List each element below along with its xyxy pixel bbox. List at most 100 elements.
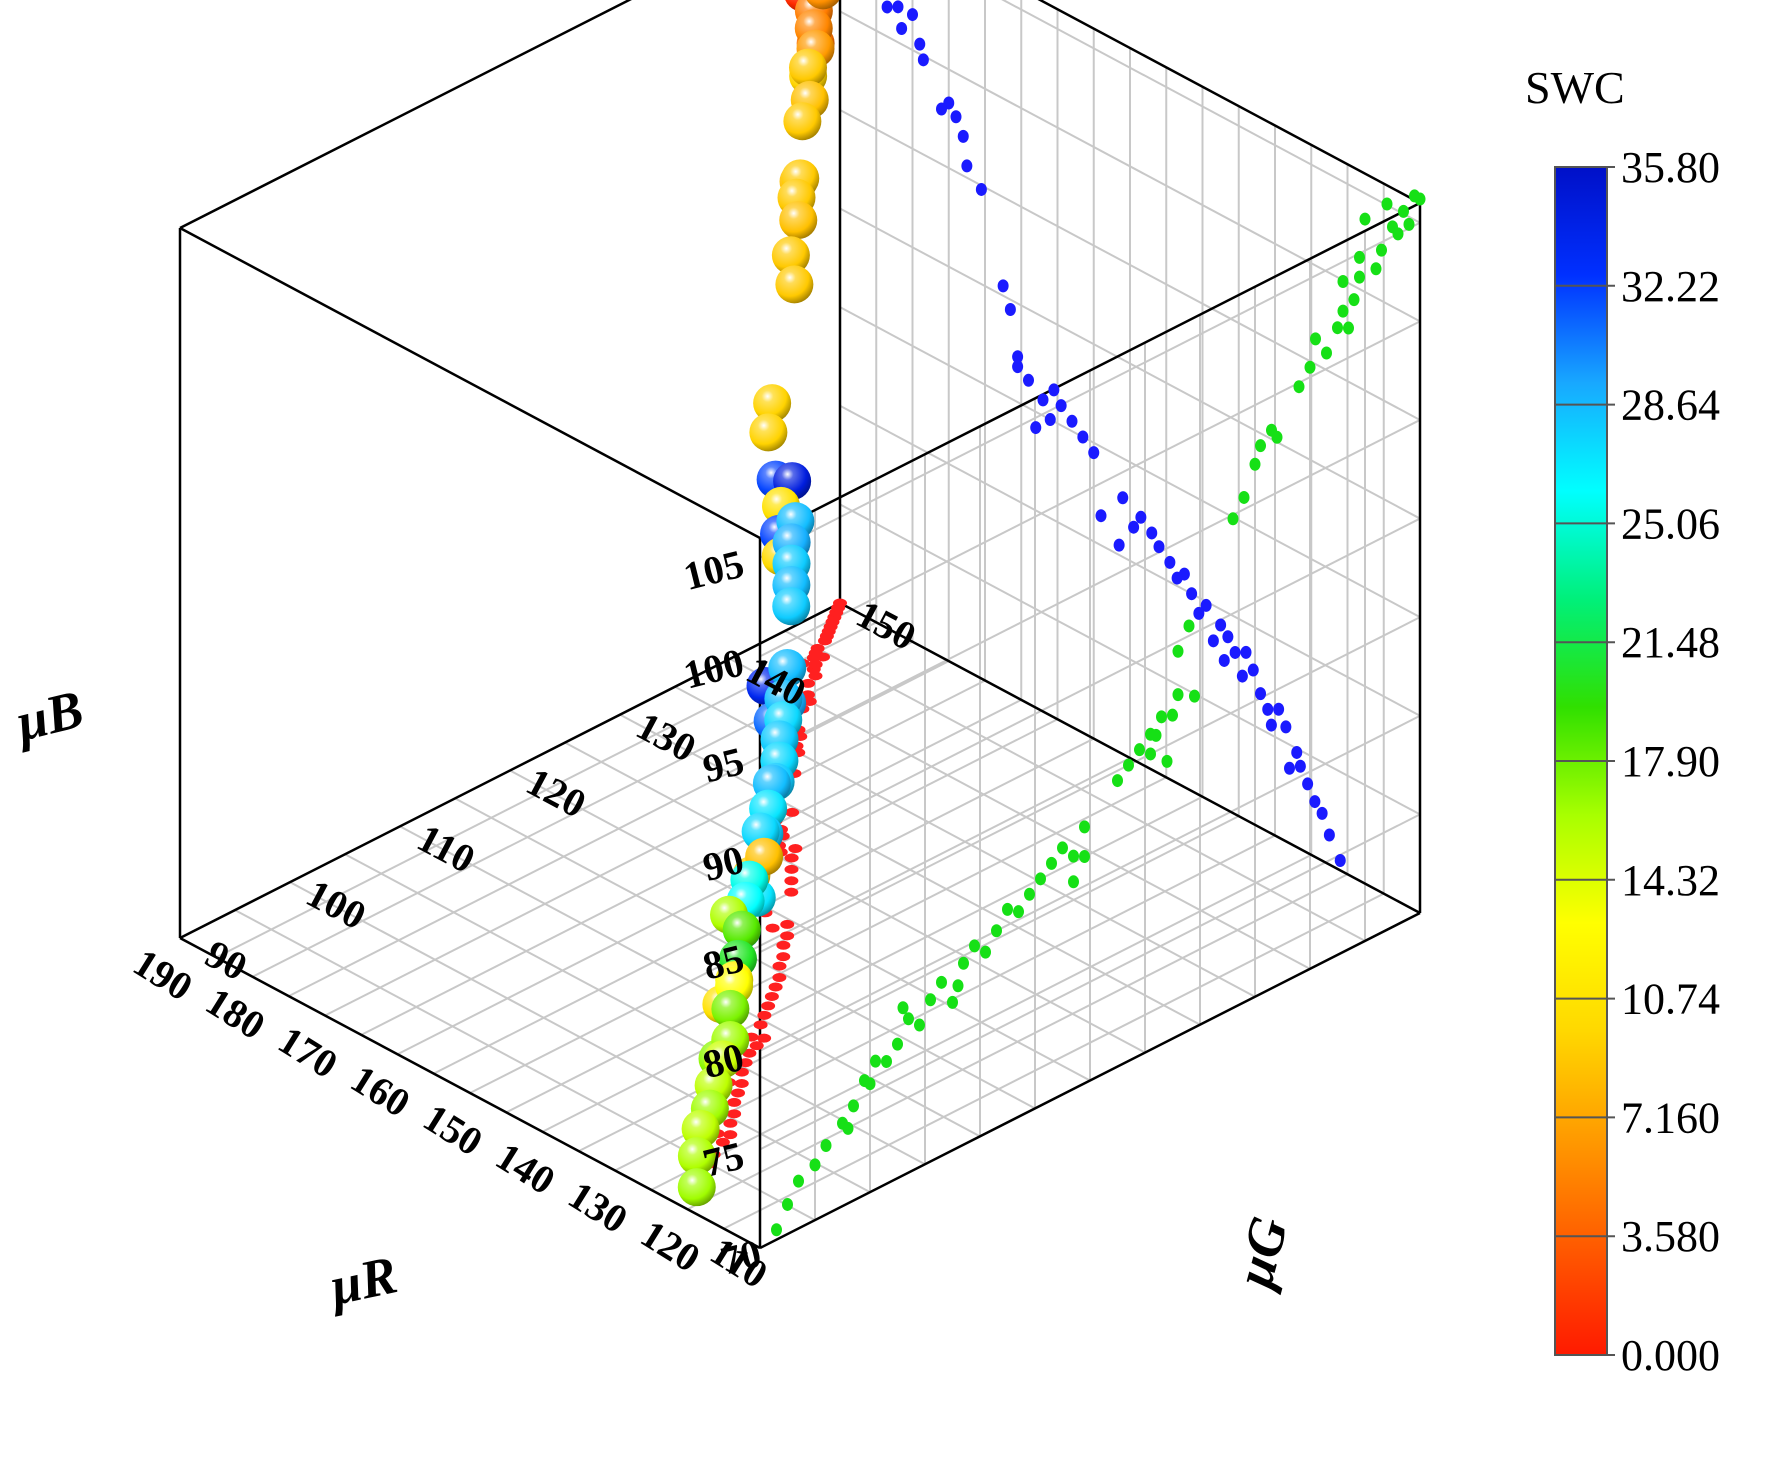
- grid-line: [564, 741, 1146, 1054]
- projection-point-rg: [757, 1010, 772, 1020]
- projection-point-rg: [801, 678, 816, 688]
- projection-point-gb: [952, 979, 964, 993]
- projection-point-gb: [1068, 849, 1079, 863]
- projection-point-rb: [1153, 540, 1165, 554]
- projection-point-gb: [1381, 197, 1393, 211]
- projection-point-rb: [950, 110, 962, 124]
- grid-line: [839, 503, 1421, 816]
- projection-point-rg: [772, 973, 787, 983]
- grid-line: [729, 657, 1311, 970]
- projection-point-rg: [742, 1048, 757, 1058]
- projection-point-rb: [957, 129, 969, 143]
- projection-point-rg: [784, 853, 799, 863]
- projection-point-gb: [1332, 321, 1343, 335]
- projection-point-rb: [1088, 446, 1100, 460]
- colorbar-title: SWC: [1525, 62, 1625, 113]
- grid-line: [839, 404, 1421, 717]
- projection-point-gb: [1403, 217, 1415, 231]
- projection-point-gb: [1134, 743, 1145, 757]
- z-tick-label: 100: [679, 639, 748, 697]
- projection-point-gb: [1167, 708, 1178, 722]
- projection-point-gb: [991, 924, 1002, 938]
- projection-point-rb: [1023, 373, 1034, 387]
- projection-point-rb: [1164, 555, 1176, 569]
- projection-point-gb: [820, 1138, 832, 1152]
- projection-point-rb: [1004, 302, 1016, 316]
- colorbar-ticks: 0.000 3.580 7.160 10.74 14.32 17.90 21.48 25.06…: [1555, 143, 1720, 1380]
- projection-point-rg: [810, 643, 825, 653]
- projection-point-rb: [997, 279, 1009, 293]
- colorbar-tick-label: 28.64: [1621, 381, 1720, 430]
- colorbar-tick-label: 21.48: [1621, 618, 1720, 667]
- colorbar-tick-label: 14.32: [1621, 856, 1720, 905]
- grid-line: [759, 813, 1421, 1151]
- projection-point-rg: [808, 659, 823, 669]
- projection-point-gb: [1123, 758, 1134, 772]
- projection-point-rb: [1012, 360, 1024, 374]
- x-tick-label: 160: [343, 1056, 418, 1126]
- projection-point-rb: [1215, 618, 1227, 632]
- projection-point-rb: [1095, 509, 1107, 523]
- projection-point-gb: [1079, 820, 1090, 834]
- axis-edge: [179, 226, 761, 540]
- projection-point-rb: [1044, 413, 1056, 427]
- z-axis-label: μB: [7, 678, 89, 753]
- data-point: [768, 649, 807, 688]
- projection-point-rg: [715, 1137, 730, 1147]
- grid-line: [839, 10, 1421, 323]
- projection-point-rg: [761, 1001, 776, 1011]
- projection-point-rb: [1309, 795, 1321, 809]
- y-tick-label: 130: [629, 703, 703, 771]
- projection-point-rb: [1207, 634, 1219, 648]
- projection-point-gb: [1310, 332, 1321, 346]
- projection-point-rb: [914, 37, 926, 51]
- projection-point-gb: [1348, 293, 1360, 307]
- grid-line: [619, 713, 1201, 1026]
- projection-point-gb: [1343, 321, 1354, 335]
- projection-point-rg: [802, 696, 817, 706]
- projection-point-rb: [936, 102, 947, 116]
- projection-point-gb: [1156, 710, 1167, 724]
- projection-point-rg: [776, 952, 791, 962]
- projection-point-rg: [727, 1109, 742, 1119]
- projection-point-gb: [1304, 360, 1316, 374]
- data-point: [711, 989, 750, 1028]
- projection-point-gb: [903, 1012, 914, 1026]
- grid-line: [759, 221, 1421, 559]
- projection-point-rb: [1262, 702, 1274, 716]
- projection-point-gb: [1183, 619, 1195, 633]
- projection-point-rb: [1291, 745, 1303, 759]
- projection-point-gb: [870, 1054, 881, 1068]
- axis-edge: [759, 201, 1421, 540]
- x-axis-label: μR: [322, 1244, 402, 1317]
- projection-point-rb: [975, 182, 987, 196]
- data-point: [753, 384, 792, 423]
- projection-point-gb: [1321, 346, 1332, 360]
- projection-point-gb: [782, 1197, 793, 1211]
- projection-point-gb: [842, 1121, 854, 1135]
- y-tick-label: 120: [519, 759, 593, 827]
- projection-point-gb: [1354, 270, 1365, 284]
- grid-line: [759, 616, 1421, 954]
- projection-point-gb: [848, 1099, 859, 1113]
- axis-edge: [839, 601, 1421, 915]
- projection-point-rb: [1236, 669, 1248, 683]
- grid-line: [759, 517, 1421, 855]
- projection-point-gb: [1370, 262, 1382, 276]
- y-axis-label: μG: [1223, 1211, 1300, 1296]
- projection-point-rb: [1334, 854, 1346, 868]
- projection-point-rb: [1186, 587, 1198, 601]
- projection-point-gb: [1398, 204, 1409, 218]
- projection-point-gb: [914, 1018, 925, 1032]
- x-tick-label: 120: [633, 1211, 708, 1281]
- data-point: [677, 1137, 716, 1176]
- colorbar: SWC 0.000 3.580 7.160 10.74 14.32 17.90 21.48 2…: [1525, 62, 1720, 1380]
- projection-point-rg: [784, 864, 799, 874]
- grid-line: [399, 825, 981, 1138]
- projection-point-rg: [734, 1079, 749, 1088]
- grid-line: [1001, 0, 1421, 224]
- data-point: [771, 236, 810, 275]
- projection-point-rg: [727, 1097, 742, 1107]
- projection-point-gb: [771, 1223, 782, 1237]
